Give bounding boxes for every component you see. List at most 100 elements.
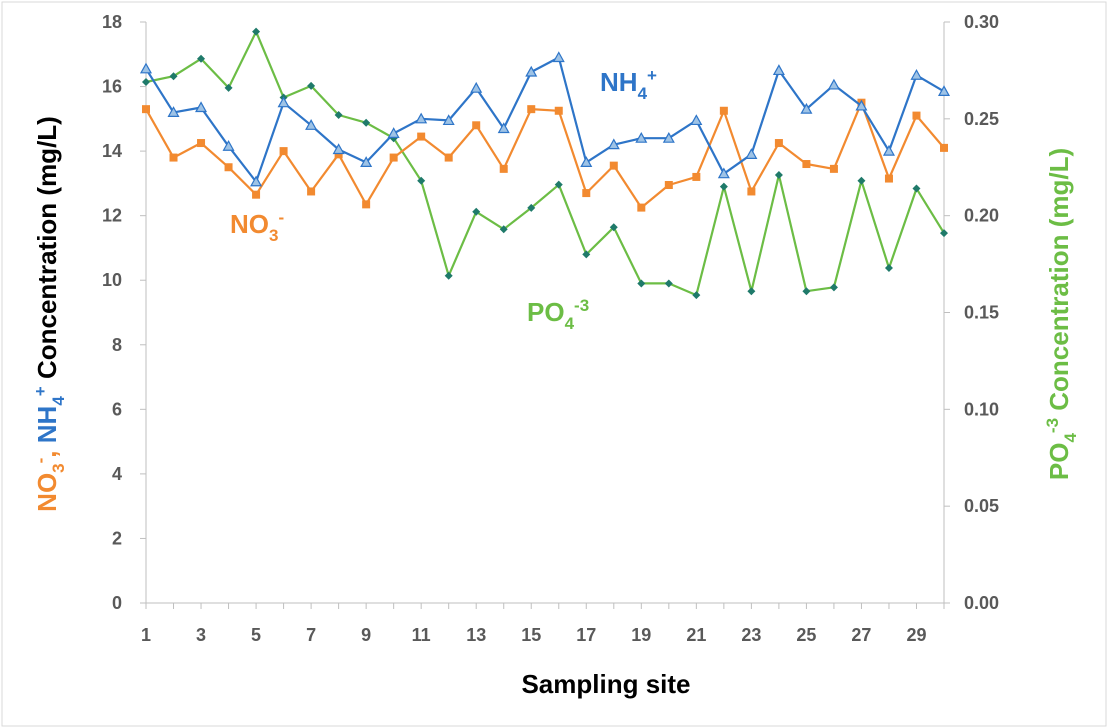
x-tick-label: 17 (576, 625, 596, 645)
data-point-nh4 (195, 101, 208, 113)
y-left-sub-no3: 3 (49, 463, 68, 472)
data-point-nh4 (139, 62, 153, 74)
y-left-tick-label: 2 (112, 528, 122, 548)
series-label-text-no3: NO (230, 209, 269, 239)
x-tick-label: 19 (631, 625, 651, 645)
data-point-no3 (307, 187, 316, 196)
data-point-nh4 (882, 144, 895, 156)
data-point-nh4 (167, 106, 180, 117)
series-line-no3 (145, 101, 945, 209)
data-point-po4 (169, 72, 178, 81)
data-point-po4 (417, 176, 426, 185)
data-point-nh4 (580, 156, 593, 168)
series-label-sup-no3: - (278, 208, 284, 227)
data-point-po4 (499, 225, 508, 234)
data-point-po4 (334, 110, 343, 119)
data-point-po4 (554, 180, 563, 189)
data-point-po4 (692, 291, 701, 300)
data-point-po4 (609, 223, 618, 232)
series-label-po4: PO4-3 (527, 296, 589, 333)
data-point-no3 (362, 200, 371, 209)
data-point-no3 (884, 174, 893, 183)
data-point-no3 (582, 189, 591, 198)
series-nh4 (139, 51, 951, 187)
x-tick-label: 23 (741, 625, 761, 645)
data-point-po4 (884, 263, 893, 272)
y-left-part-no3: NO (32, 473, 62, 512)
series-label-sub-po4: 4 (565, 314, 575, 333)
x-tick-label: 3 (196, 625, 206, 645)
data-point-no3 (417, 132, 426, 141)
data-point-nh4 (222, 140, 235, 151)
labels-layer: NH4+NO3-PO4-3 (230, 66, 657, 333)
series-label-sup-nh4: + (647, 66, 657, 85)
y-left-tick-label: 10 (102, 270, 122, 290)
data-point-nh4 (745, 148, 758, 159)
series-line-po4 (145, 30, 945, 297)
x-tick-label: 21 (686, 625, 706, 645)
data-point-nh4 (662, 131, 675, 143)
y-right-tick-label: 0.30 (964, 12, 999, 32)
data-point-no3 (279, 147, 288, 156)
data-point-nh4 (635, 131, 648, 143)
data-point-po4 (940, 229, 948, 238)
data-point-nh4 (937, 85, 951, 96)
data-point-nh4 (332, 143, 345, 155)
y-axis-right-title: PO4-3 Concentration (mg/L) (1043, 148, 1080, 480)
y-left-tick-label: 14 (102, 141, 122, 161)
data-point-po4 (197, 54, 206, 63)
series-label-text-po4: PO (527, 297, 565, 327)
data-point-no3 (829, 164, 838, 173)
x-tick-label: 13 (466, 625, 486, 645)
data-point-nh4 (415, 112, 428, 124)
y-axis-left-title: NO3-, NH4+ Concentration (mg/L) (31, 116, 68, 512)
data-point-po4 (307, 81, 316, 90)
series-label-text-nh4: NH (600, 67, 638, 97)
data-point-no3 (252, 190, 261, 199)
y-right-tick-label: 0.10 (964, 399, 999, 419)
data-point-nh4 (552, 51, 565, 63)
data-point-po4 (527, 203, 536, 212)
data-point-nh4 (855, 99, 868, 111)
data-point-po4 (802, 287, 811, 296)
y-right-part-po4: PO (1044, 443, 1074, 481)
data-point-nh4 (360, 156, 373, 168)
data-point-nh4 (910, 69, 923, 80)
data-point-no3 (664, 181, 673, 190)
y-right-sup-po4: -3 (1043, 418, 1062, 433)
data-point-no3 (609, 161, 618, 170)
y-left-tick-label: 0 (112, 593, 122, 613)
data-point-nh4 (800, 102, 813, 114)
data-point-nh4 (277, 96, 290, 108)
series-label-no3: NO3- (230, 208, 284, 245)
data-point-po4 (747, 287, 756, 296)
x-tick-label: 11 (412, 625, 431, 645)
data-point-po4 (857, 176, 866, 185)
data-point-no3 (940, 143, 948, 152)
y-left-sep: , (32, 443, 62, 457)
y-right-tick-label: 0.00 (964, 593, 999, 613)
data-point-no3 (747, 187, 756, 196)
y-right-tick-label: 0.05 (964, 496, 999, 516)
data-point-nh4 (470, 81, 483, 93)
data-point-nh4 (250, 175, 263, 187)
y-right-rest: Concentration (mg/L) (1044, 148, 1074, 418)
y-right-sub-po4: 4 (1061, 433, 1080, 443)
x-tick-label: 27 (851, 625, 871, 645)
y-left-tick-label: 4 (112, 464, 122, 484)
x-tick-label: 7 (306, 625, 316, 645)
x-tick-label: 9 (361, 625, 371, 645)
data-point-no3 (912, 111, 921, 120)
data-point-no3 (527, 105, 536, 114)
y-left-tick-label: 6 (112, 399, 122, 419)
series-label-sup-po4: -3 (574, 296, 589, 315)
data-point-no3 (224, 163, 233, 172)
data-point-nh4 (442, 114, 455, 126)
y-left-tick-label: 18 (102, 12, 122, 32)
data-point-po4 (142, 78, 150, 87)
series-label-nh4: NH4+ (600, 66, 657, 103)
data-point-po4 (472, 207, 481, 216)
data-point-po4 (664, 279, 673, 288)
data-point-no3 (197, 139, 206, 148)
